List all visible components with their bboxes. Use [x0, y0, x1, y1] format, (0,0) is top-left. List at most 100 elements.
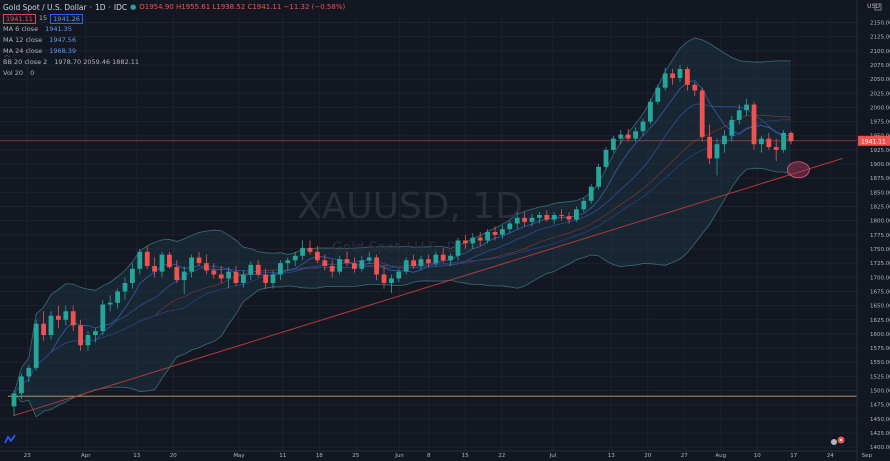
candle: [233, 265, 239, 286]
candle-body: [729, 119, 735, 136]
tradingview-logo-icon[interactable]: [4, 434, 16, 444]
trendline[interactable]: [13, 157, 843, 416]
candle-body: [500, 229, 505, 235]
candle-body: [603, 149, 609, 167]
circle-annotation[interactable]: [787, 161, 810, 179]
candle-body: [611, 138, 616, 150]
candle-body: [226, 271, 231, 279]
candle-body: [463, 240, 468, 244]
candle-body: [374, 257, 379, 275]
candle: [596, 164, 601, 190]
candle-body: [159, 254, 165, 272]
price-tick-label: 1750.00: [870, 247, 890, 253]
candle-body: [551, 215, 557, 220]
candle: [766, 132, 772, 150]
bollinger-lower: [13, 167, 792, 418]
candle: [433, 251, 439, 266]
indicator-label: MA 6 close: [3, 25, 39, 33]
candle-body: [788, 132, 794, 141]
circle-marker[interactable]: [787, 161, 810, 179]
candle: [648, 98, 653, 125]
candle-body: [522, 217, 527, 222]
candle: [788, 131, 794, 145]
candle: [551, 212, 557, 224]
candle-body: [152, 265, 157, 272]
market-status-icon: ●: [130, 3, 137, 11]
candle-body: [751, 104, 757, 145]
buy-box[interactable]: 1941.26: [50, 13, 84, 24]
price-tick-label: 2150.00: [870, 20, 890, 26]
price-tick-label: 1825.00: [870, 205, 890, 211]
candle: [352, 257, 357, 273]
price-tick-label: 1450.00: [870, 417, 890, 423]
indicator-row[interactable]: Vol 20 0: [3, 68, 345, 79]
candle-body: [85, 335, 91, 346]
price-tick-label: 1775.00: [870, 233, 890, 239]
candle: [411, 254, 416, 269]
candle: [78, 319, 83, 351]
candle: [611, 135, 616, 153]
candle: [603, 147, 609, 170]
candle-body: [241, 274, 246, 283]
indicator-row[interactable]: MA 6 close 1941.35: [3, 24, 345, 35]
candle: [263, 268, 268, 289]
candle-body: [100, 304, 106, 332]
time-tick-label: 13: [133, 453, 140, 459]
candle-body: [759, 138, 764, 145]
bid-ask-row: 1941.11 15 1941.26: [3, 13, 345, 24]
indicator-row[interactable]: BB 20 close 2 1978.70 2059.46 1882.11: [3, 57, 345, 68]
price-tick-label: 2050.00: [870, 77, 890, 83]
symbol-name[interactable]: Gold Spot / U.S. Dollar: [3, 3, 87, 12]
replay-icon[interactable]: [830, 436, 846, 446]
ma-6-line: [13, 80, 792, 394]
candle-body: [115, 291, 120, 303]
price-tick-label: 1625.00: [870, 318, 890, 324]
candle-body: [640, 121, 646, 132]
trend-line[interactable]: [13, 157, 843, 416]
candle: [736, 104, 742, 125]
time-tick-label: 13: [608, 453, 615, 459]
candle: [56, 305, 61, 329]
candle: [11, 390, 17, 417]
indicator-row[interactable]: MA 24 close 1968.39: [3, 46, 345, 57]
candle-body: [189, 257, 194, 272]
horizontal-line[interactable]: [0, 140, 857, 397]
candle: [781, 130, 786, 153]
candles: [11, 64, 794, 417]
symbol-row: Gold Spot / U.S. Dollar · 1D · IDC ● O19…: [3, 3, 346, 12]
indicator-value: 1968.39: [49, 47, 77, 55]
indicator-row[interactable]: MA 12 close 1947.56: [3, 35, 345, 46]
candle-body: [255, 264, 261, 275]
candle: [48, 311, 54, 340]
candle-body: [41, 323, 46, 336]
candle: [477, 232, 483, 247]
interval-label[interactable]: 1D: [94, 3, 106, 12]
candle-body: [655, 87, 661, 102]
candle-body: [618, 134, 624, 139]
candle: [315, 246, 320, 264]
candle-body: [426, 259, 431, 264]
sell-box[interactable]: 1941.11: [3, 13, 36, 24]
candle: [152, 257, 157, 278]
candle-body: [211, 270, 217, 275]
candle: [544, 210, 550, 222]
time-tick-label: Aug: [715, 453, 726, 459]
candle-body: [773, 147, 779, 150]
time-tick-label: 17: [790, 453, 797, 459]
candle-body: [633, 131, 638, 139]
indicator-value: 1947.56: [49, 36, 77, 44]
settings-icon[interactable]: [874, 3, 882, 11]
watermark-symbol: XAUUSD, 1D: [297, 186, 523, 227]
time-tick-label: 23: [24, 453, 31, 459]
candle: [189, 254, 194, 278]
price-axis[interactable]: USD 2150.00 2125.00 2100.00 2075.00 2050.00 20…: [856, 0, 890, 461]
watermark-name: Gold Spot / U.S. Dollar: [332, 240, 488, 256]
currency-label: USD: [867, 3, 880, 10]
time-axis[interactable]: 23 Apr 13 20 May 11 18 25 Jun 8 15 22 Jul 13 20 27 Aug 10…: [0, 450, 872, 459]
candle: [270, 270, 276, 289]
chevron-up-icon[interactable]: ︿: [4, 52, 11, 59]
price-tick-label: 2000.00: [870, 105, 890, 111]
price-tick-label: 1975.00: [870, 120, 890, 126]
candle: [633, 127, 638, 142]
